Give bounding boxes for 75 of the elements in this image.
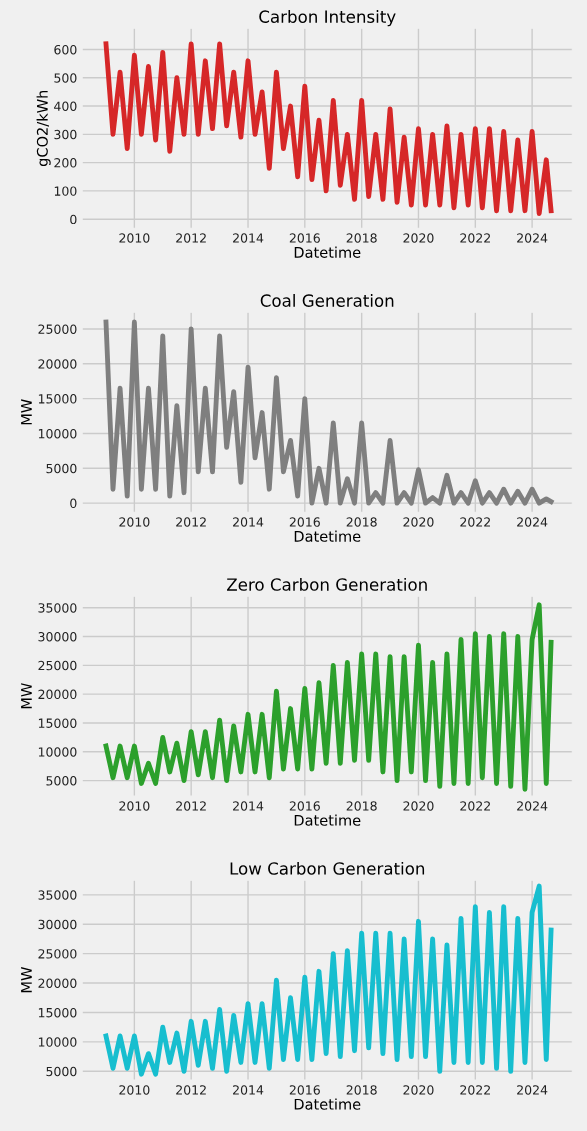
y-tick-label: 20000 [38, 978, 77, 988]
x-tick-label: 2014 [233, 517, 264, 527]
y-tick-label: 10000 [38, 428, 77, 439]
chart-title: Zero Carbon Generation [227, 577, 427, 591]
y-axis-title: MW [21, 683, 32, 709]
x-tick-label: 2010 [119, 517, 150, 527]
x-tick-label: 2024 [517, 1085, 548, 1095]
chart-title: Coal Generation [260, 294, 394, 307]
y-tick-label: 25000 [38, 660, 77, 671]
y-tick-label: 20000 [38, 689, 77, 700]
y-tick-label: 400 [54, 101, 77, 111]
y-tick-label: 10000 [38, 747, 77, 757]
x-tick-label: 2014 [233, 1085, 264, 1095]
x-tick-label: 2012 [176, 233, 206, 243]
line-series [103, 883, 554, 1077]
y-tick-label: 30000 [38, 919, 77, 930]
x-axis-title: Datetime [294, 1098, 361, 1110]
x-tick-label: 2020 [403, 1085, 434, 1095]
y-tick-label: 25000 [38, 949, 77, 959]
chart-title: Low Carbon Generation [230, 861, 425, 875]
x-axis-title: Datetime [294, 530, 361, 542]
x-tick-label: 2016 [289, 517, 320, 527]
y-tick-label: 100 [54, 186, 77, 196]
chart-title: Carbon Intensity [259, 10, 396, 27]
x-tick-label: 2018 [346, 801, 377, 811]
y-tick-label: 600 [54, 44, 77, 55]
x-tick-label: 2022 [460, 517, 490, 527]
x-tick-label: 2010 [119, 1085, 150, 1095]
x-tick-label: 2018 [346, 233, 377, 243]
x-tick-label: 2024 [517, 801, 548, 811]
y-tick-label: 15000 [38, 1007, 77, 1018]
x-tick-label: 2024 [517, 517, 548, 527]
y-axis-title: gCO2/kWh [36, 90, 51, 167]
x-tick-label: 2012 [176, 1085, 206, 1095]
x-tick-label: 2012 [176, 801, 206, 811]
line-series [103, 319, 554, 506]
x-tick-label: 2016 [289, 233, 320, 243]
line-series [103, 602, 554, 792]
y-tick-label: 0 [70, 214, 77, 225]
y-tick-label: 25000 [38, 324, 77, 334]
y-tick-label: 5000 [46, 776, 77, 786]
x-tick-label: 2022 [460, 233, 490, 243]
x-axis-title: Datetime [294, 814, 361, 826]
y-axis-title: MW [21, 967, 32, 993]
x-tick-label: 2020 [403, 517, 434, 527]
x-tick-label: 2010 [119, 233, 150, 243]
y-tick-label: 5000 [46, 463, 77, 474]
x-axis-title: Datetime [294, 246, 361, 258]
x-tick-label: 2010 [119, 801, 150, 811]
y-tick-label: 300 [54, 129, 77, 140]
y-tick-label: 35000 [38, 603, 77, 613]
x-tick-label: 2014 [233, 801, 264, 811]
line-series [103, 41, 554, 216]
y-tick-label: 15000 [38, 718, 77, 728]
y-tick-label: 10000 [38, 1037, 77, 1047]
y-tick-label: 5000 [46, 1066, 77, 1077]
x-tick-label: 2014 [233, 233, 264, 243]
y-tick-label: 0 [70, 498, 77, 509]
y-tick-label: 500 [54, 73, 77, 83]
x-tick-label: 2012 [176, 517, 206, 527]
y-axis-title: MW [21, 399, 32, 425]
x-tick-label: 2018 [346, 1085, 377, 1095]
x-tick-label: 2022 [460, 801, 490, 811]
y-tick-label: 200 [54, 158, 77, 168]
x-tick-label: 2016 [289, 1085, 320, 1095]
x-tick-label: 2020 [403, 233, 434, 243]
y-tick-label: 15000 [38, 394, 77, 404]
x-tick-label: 2022 [460, 1085, 490, 1095]
x-tick-label: 2020 [403, 801, 434, 811]
y-tick-label: 35000 [38, 890, 77, 900]
x-tick-label: 2018 [346, 517, 377, 527]
x-tick-label: 2024 [517, 233, 548, 243]
y-tick-label: 30000 [38, 631, 77, 642]
x-tick-label: 2016 [289, 801, 320, 811]
y-tick-label: 20000 [38, 359, 77, 369]
